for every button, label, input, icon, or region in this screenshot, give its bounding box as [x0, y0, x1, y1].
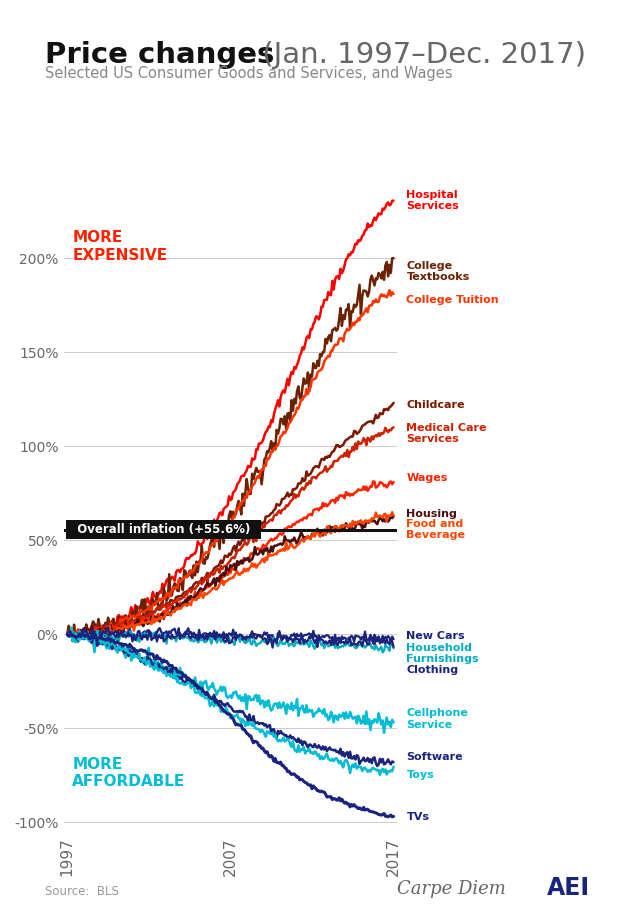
- Text: (Jan. 1997–Dec. 2017): (Jan. 1997–Dec. 2017): [253, 41, 586, 69]
- Text: Household
Furnishings: Household Furnishings: [406, 643, 479, 664]
- Text: AEI: AEI: [547, 877, 590, 900]
- Text: Childcare: Childcare: [406, 400, 465, 410]
- Text: Software: Software: [406, 751, 463, 761]
- Text: Source:  BLS: Source: BLS: [45, 885, 118, 898]
- Text: TVs: TVs: [406, 812, 429, 822]
- Text: New Cars: New Cars: [406, 632, 465, 642]
- Text: MORE
AFFORDABLE: MORE AFFORDABLE: [72, 757, 186, 789]
- Text: Housing: Housing: [406, 509, 457, 519]
- Text: MORE
EXPENSIVE: MORE EXPENSIVE: [72, 230, 167, 262]
- Text: Medical Care
Services: Medical Care Services: [406, 422, 487, 444]
- Text: College
Textbooks: College Textbooks: [406, 261, 470, 282]
- Text: Wages: Wages: [406, 473, 448, 484]
- Text: College Tuition: College Tuition: [406, 295, 499, 305]
- Text: Carpe Diem: Carpe Diem: [397, 879, 506, 898]
- Text: Food and
Beverage: Food and Beverage: [406, 518, 465, 540]
- Text: Overall inflation (+55.6%): Overall inflation (+55.6%): [69, 524, 259, 537]
- Text: Selected US Consumer Goods and Services, and Wages: Selected US Consumer Goods and Services,…: [45, 66, 452, 80]
- Text: Price changes: Price changes: [45, 41, 274, 69]
- Text: Hospital
Services: Hospital Services: [406, 189, 459, 211]
- Text: Cellphone
Service: Cellphone Service: [406, 708, 468, 729]
- Text: Clothing: Clothing: [406, 665, 458, 675]
- Text: Toys: Toys: [406, 771, 434, 781]
